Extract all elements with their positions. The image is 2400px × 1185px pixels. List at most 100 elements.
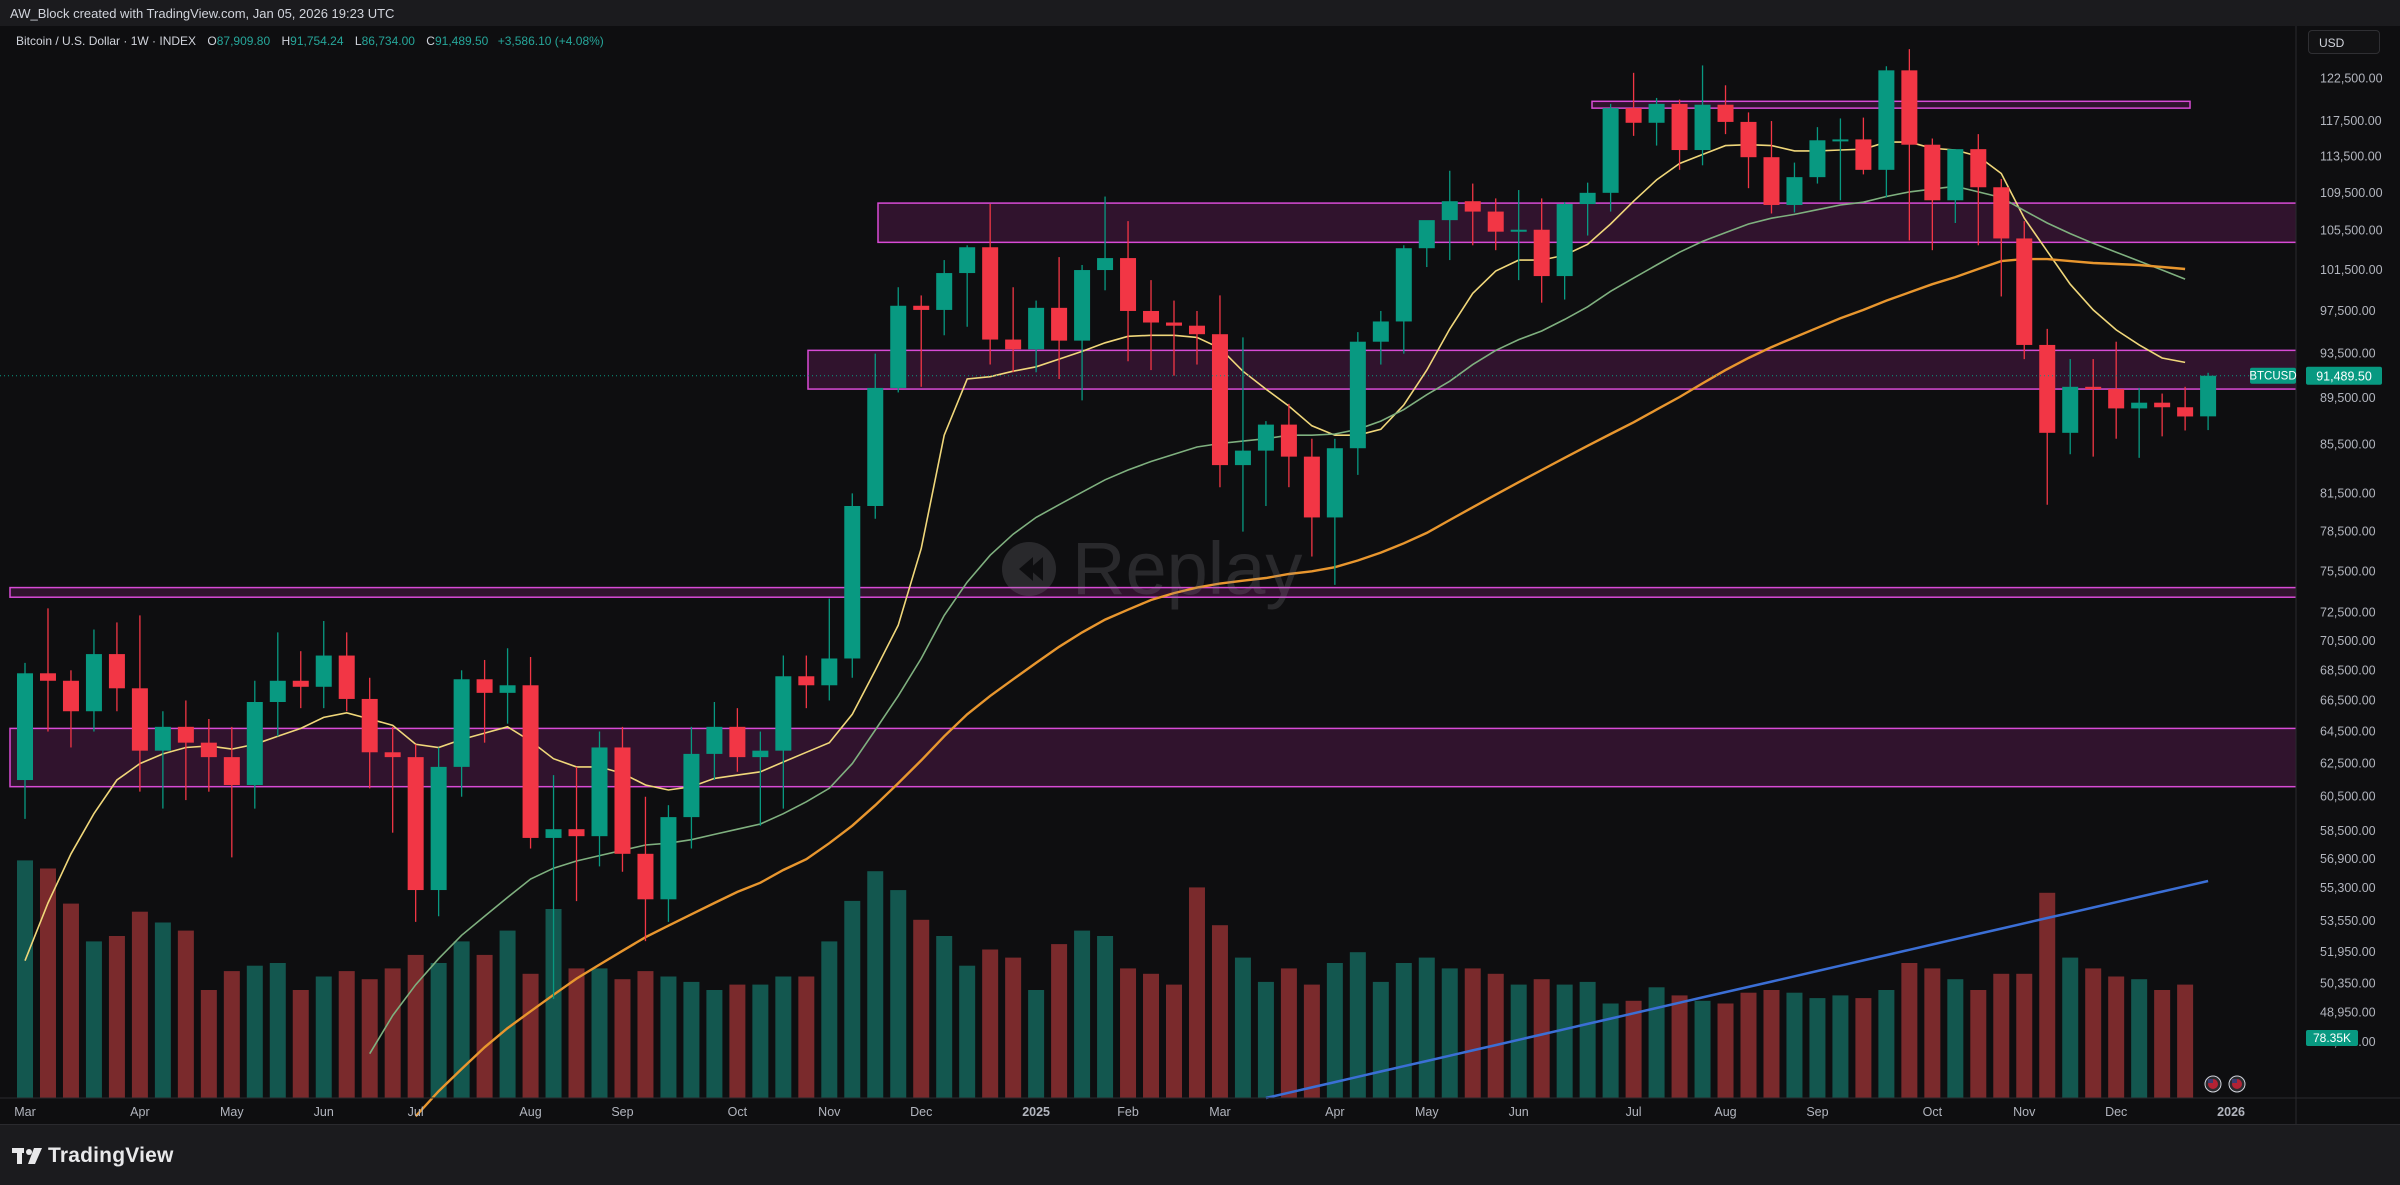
volume-bar (637, 971, 654, 1098)
price-chart[interactable]: 122,500.00 117,500.00 113,500.00 109,500.00… (0, 26, 2400, 1124)
volume-bar (1832, 995, 1849, 1098)
candle-body (1257, 424, 1274, 451)
candle-body (591, 747, 608, 837)
volume-bar (1786, 992, 1803, 1098)
close-value: 91,489.50 (434, 34, 489, 48)
volume-bar (338, 971, 355, 1098)
candle-body (683, 753, 700, 818)
candle-body (1166, 322, 1182, 326)
time-tick-label: Dec (910, 1105, 932, 1119)
currency-button[interactable]: USD (2308, 30, 2380, 54)
volume-bar (1120, 968, 1137, 1098)
candle-body (407, 757, 424, 891)
price-tick-label: 66,500.00 (2320, 693, 2376, 707)
volume-bar (591, 968, 608, 1098)
price-tick-label: 50,350.00 (2320, 977, 2376, 991)
volume-bar (361, 979, 378, 1098)
candle-body (1809, 140, 1826, 178)
volume-bar (683, 981, 700, 1098)
volume-bar (1671, 995, 1688, 1098)
volume-bar (1028, 990, 1045, 1098)
candle-body (1510, 229, 1527, 232)
time-tick-label: 2026 (2217, 1105, 2245, 1119)
price-tick-label: 64,500.00 (2320, 725, 2376, 739)
volume-bar (660, 976, 677, 1098)
price-tick-label: 60,500.00 (2320, 790, 2376, 804)
volume-bar (706, 990, 723, 1098)
candle-body (1188, 325, 1205, 335)
candle-body (1372, 321, 1389, 342)
tradingview-logo[interactable]: TradingView (12, 1144, 174, 1168)
volume-bar (798, 976, 815, 1098)
zone-layer (9, 100, 2306, 788)
price-tick-label: 101,500.00 (2320, 263, 2383, 277)
volume-bar (1717, 1003, 1734, 1098)
candle-body (1832, 139, 1849, 142)
candle-body (867, 387, 884, 506)
volume-bar (890, 890, 907, 1098)
candle-body (614, 747, 631, 854)
candle-body (1740, 121, 1757, 158)
time-tick-label: 2025 (1022, 1105, 1050, 1119)
candle-body (1993, 187, 2010, 239)
volume-bar (522, 973, 539, 1098)
candle-body (2062, 386, 2079, 433)
volume-bar (1901, 963, 1918, 1098)
candle-body (1280, 424, 1297, 457)
candle-body (177, 726, 194, 743)
candle-body (1074, 270, 1091, 341)
time-tick-label: Feb (1117, 1105, 1139, 1119)
volume-bar (1855, 998, 1872, 1098)
volume-bar (1878, 990, 1895, 1098)
volume-bar (752, 984, 769, 1098)
candle-body (1487, 211, 1504, 232)
price-tick-label: 105,500.00 (2320, 224, 2383, 238)
candle-body (2200, 375, 2217, 417)
price-tick-label: 75,500.00 (2320, 564, 2376, 578)
candle-body (798, 676, 815, 686)
candle-body (1648, 103, 1665, 123)
time-tick-label: Nov (2013, 1105, 2036, 1119)
volume-bar (844, 900, 861, 1098)
price-tick-label: 93,500.00 (2320, 347, 2376, 361)
volume-bar (2177, 984, 2194, 1098)
candle-body (775, 676, 792, 751)
volume-bar (568, 968, 585, 1098)
volume-bar (1395, 963, 1412, 1098)
candle-body (223, 757, 240, 786)
time-tick-label: May (220, 1105, 244, 1119)
volume-bar (1211, 925, 1228, 1098)
candle-body (1924, 144, 1941, 201)
chart-pane[interactable]: 122,500.00 117,500.00 113,500.00 109,500.00… (0, 26, 2400, 1124)
time-tick-label: Apr (1325, 1105, 1344, 1119)
candle-body (1234, 450, 1251, 466)
price-tick-label: 70,500.00 (2320, 634, 2376, 648)
symbol-badge (2250, 367, 2296, 384)
volume-bar (1947, 979, 1964, 1098)
time-tick-label: Sep (1806, 1105, 1828, 1119)
volume-bar (1326, 963, 1343, 1098)
volume-bar (154, 922, 171, 1098)
time-tick-label: Aug (1714, 1105, 1736, 1119)
candle-body (453, 679, 470, 767)
volume-bar (1097, 936, 1114, 1098)
price-tick-label: 122,500.00 (2320, 72, 2383, 86)
time-tick-label: Jul (1626, 1105, 1642, 1119)
volume-bar (1625, 1000, 1642, 1098)
volume-bar (269, 963, 286, 1098)
volume-bar (200, 990, 217, 1098)
candle-body (1464, 201, 1481, 212)
candle-body (1303, 456, 1320, 518)
price-tick-label: 89,500.00 (2320, 391, 2376, 405)
volume-bar (959, 965, 976, 1098)
moving-average-line (414, 257, 2186, 1118)
candle-body (200, 742, 217, 758)
candle-body (476, 679, 493, 693)
candle-body (2131, 402, 2148, 409)
candle-body (844, 505, 861, 659)
candle-body (361, 698, 378, 753)
time-tick-label: Dec (2105, 1105, 2127, 1119)
candle-body (1349, 341, 1366, 449)
candle-body (568, 829, 585, 837)
candle-body (1694, 104, 1711, 151)
